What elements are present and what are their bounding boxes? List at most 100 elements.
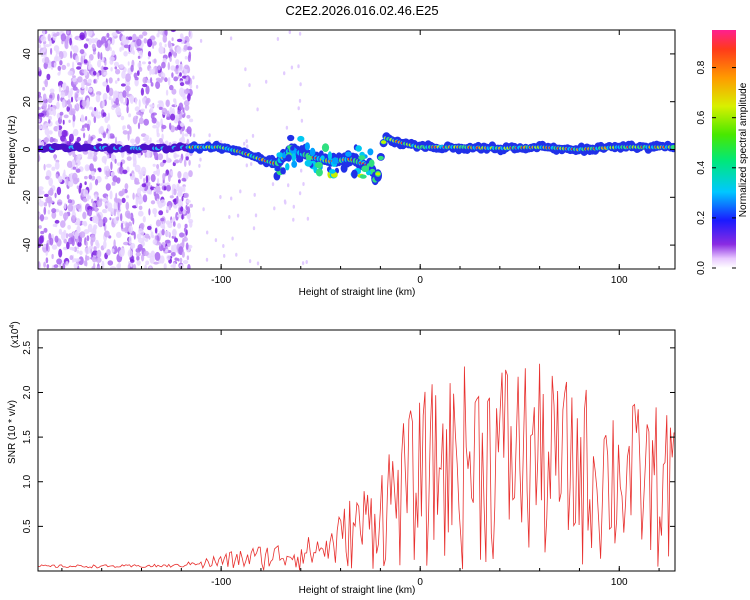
noise-speck [145,98,149,106]
noise-speck [72,61,75,70]
noise-speck [283,199,287,204]
noise-speck [157,64,161,71]
noise-speck [58,248,63,258]
noise-speck [111,248,115,253]
noise-speck [63,169,66,177]
noise-speck [166,116,171,120]
noise-speck [43,206,47,215]
noise-speck [47,33,51,42]
noise-speck [126,105,129,114]
noise-speck [78,256,84,266]
noise-speck [102,112,107,117]
noise-speck [128,235,132,245]
noise-speck [137,61,142,69]
noise-speck [273,206,276,211]
signal-blob [345,151,352,157]
y-tick-label: 0.5 [22,519,33,533]
noise-speck [88,58,91,66]
noise-speck [110,67,113,72]
noise-speck [126,81,131,86]
noise-speck [147,51,152,58]
noise-speck [206,230,209,235]
signal-blob [315,168,323,177]
noise-speck [229,36,233,41]
noise-speck [176,195,179,204]
noise-speck [170,65,176,71]
noise-speck [246,144,249,149]
noise-speck [283,71,286,76]
noise-speck [174,237,178,243]
noise-speck [115,192,118,202]
noise-speck [156,198,160,205]
noise-speck [62,263,66,269]
noise-speck [46,73,51,81]
noise-speck [50,47,53,55]
noise-speck [94,179,99,186]
noise-speck [121,70,126,79]
signal-blob [304,159,312,167]
noise-speck [68,119,71,124]
signal-blob [285,163,290,171]
noise-speck [141,61,146,65]
noise-speck [173,76,179,82]
noise-speck [147,38,153,48]
noise-speck [110,135,115,139]
noise-speck [101,36,106,45]
noise-speck [57,175,63,183]
colorbar-label: Normalized spectral amplitude [738,82,749,217]
signal-blob [381,140,387,144]
noise-speck [103,71,108,76]
noise-speck [114,80,118,84]
noise-speck [67,98,71,108]
noise-speck [155,81,161,89]
noise-speck [182,107,185,113]
noise-speck [187,264,191,269]
noise-speck [178,102,184,111]
noise-speck [44,193,49,198]
noise-speck [118,249,125,257]
noise-speck [139,230,145,236]
noise-speck [75,55,79,63]
noise-speck [83,59,88,64]
noise-speck [187,54,191,62]
noise-speck [130,242,136,249]
noise-speck [105,205,108,209]
noise-speck [128,36,133,41]
noise-speck [71,215,76,223]
noise-speck [271,182,275,187]
signal-blob [290,145,295,151]
noise-speck [85,85,88,91]
noise-speck [104,116,109,124]
noise-speck [68,110,75,116]
noise-speck [150,231,154,238]
noise-speck [143,118,149,126]
noise-speck [79,32,85,40]
noise-speck [127,213,131,219]
noise-speck [133,264,137,269]
noise-speck [49,39,52,47]
noise-speck [67,233,74,238]
noise-speck [106,32,110,38]
noise-speck [171,72,174,78]
signal-blob [670,145,675,150]
noise-speck [223,253,226,258]
noise-speck [182,185,186,193]
noise-speck [128,225,133,234]
noise-speck [135,198,139,208]
noise-speck [251,133,255,138]
noise-speck [179,63,183,72]
noise-speck [244,67,247,72]
noise-speck [156,164,160,169]
noise-speck [181,177,187,182]
noise-speck [52,108,57,117]
noise-speck [60,220,66,228]
noise-speck [181,251,185,258]
noise-speck [59,60,63,66]
noise-speck [119,47,122,52]
noise-speck [297,106,300,111]
noise-speck [77,62,82,66]
noise-speck [136,47,143,51]
noise-speck [90,38,96,44]
noise-speck [103,240,107,249]
